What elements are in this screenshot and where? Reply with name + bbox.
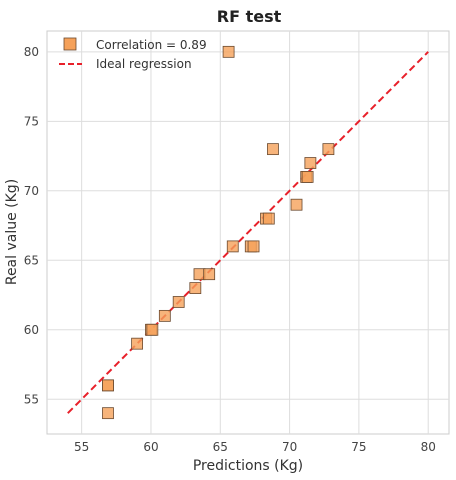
scatter-point (304, 157, 317, 169)
scatter-point (203, 268, 216, 281)
x-tick-label: 55 (74, 440, 89, 454)
scatter-point (301, 171, 314, 183)
legend-label-correlation: Correlation = 0.89 (96, 38, 207, 52)
scatter-point (247, 240, 260, 253)
legend-marker-correlation (63, 37, 77, 51)
scatter-points (102, 45, 335, 420)
x-tick-label: 65 (213, 440, 228, 454)
scatter-point (131, 337, 144, 350)
x-tick-label: 60 (143, 440, 158, 454)
scatter-point (189, 282, 202, 294)
y-axis-title: Real value (Kg) (4, 179, 20, 285)
y-tick-labels: 55 60 65 70 75 80 (24, 45, 39, 406)
scatter-point (322, 143, 335, 156)
scatter-point (102, 379, 114, 392)
y-tick-label: 70 (24, 184, 39, 198)
y-tick-label: 75 (24, 114, 39, 128)
scatter-point (262, 212, 275, 225)
scatter-point (290, 198, 303, 211)
scatter-point (172, 296, 185, 308)
ideal-regression-line (67, 51, 429, 414)
gridlines (47, 31, 449, 434)
scatter-point (222, 45, 235, 58)
y-tick-label: 65 (24, 253, 39, 267)
x-tick-label: 75 (351, 440, 366, 454)
ideal-regression-layer (67, 51, 429, 414)
x-tick-labels: 55 60 65 70 75 80 (74, 440, 436, 454)
chart-title: RF test (217, 7, 282, 26)
y-tick-label: 60 (24, 323, 39, 337)
y-tick-label: 55 (24, 392, 39, 406)
scatter-point (146, 323, 159, 336)
scatter-point (158, 309, 171, 322)
x-tick-label: 80 (421, 440, 436, 454)
x-tick-label: 70 (282, 440, 297, 454)
y-tick-label: 80 (24, 45, 39, 59)
scatter-point (226, 240, 239, 253)
legend: Correlation = 0.89 Ideal regression (59, 37, 207, 71)
legend-label-ideal-regression: Ideal regression (96, 57, 192, 71)
x-axis-title: Predictions (Kg) (193, 458, 303, 474)
scatter-point (102, 407, 114, 420)
scatter-point (267, 143, 279, 156)
